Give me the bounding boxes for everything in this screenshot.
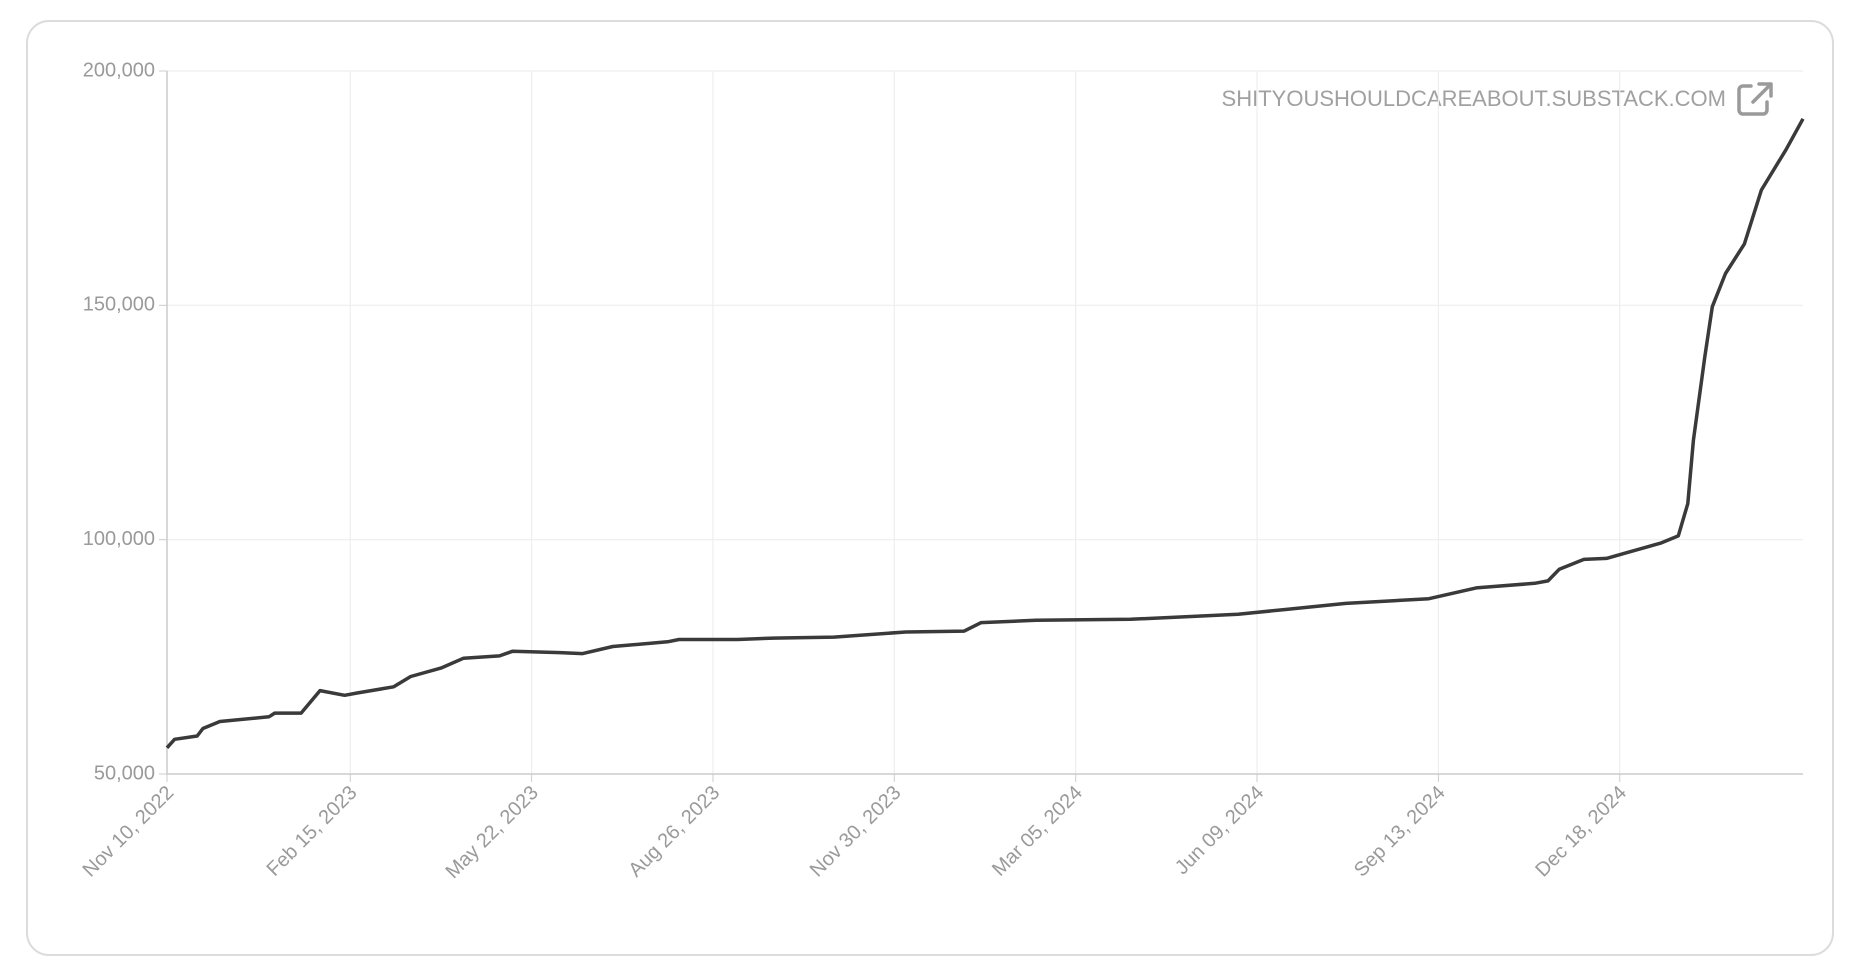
y-tick-label: 150,000 [83, 294, 155, 316]
source-link[interactable]: SHITYOUSHOULDCAREABOUT.SUBSTACK.COM [1222, 86, 1726, 111]
y-tick-label: 100,000 [83, 528, 155, 550]
y-tick-label: 50,000 [94, 762, 155, 784]
data-line [165, 117, 1805, 749]
card [26, 20, 1834, 956]
y-tick-label: 200,000 [83, 59, 155, 81]
external-link-icon[interactable] [1737, 82, 1773, 116]
